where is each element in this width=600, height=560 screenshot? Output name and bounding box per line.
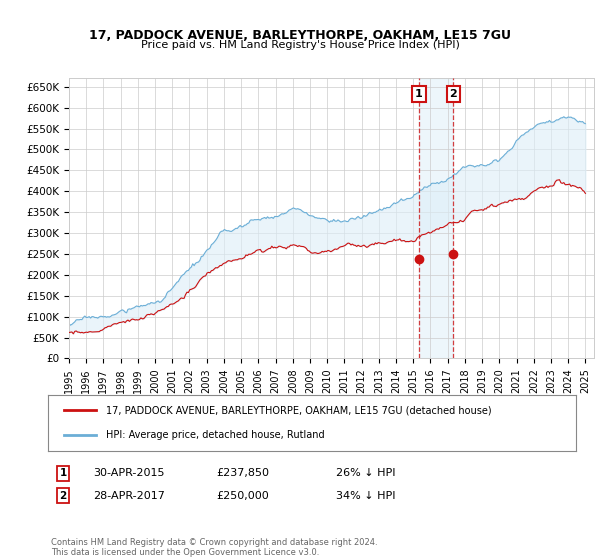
Text: 17, PADDOCK AVENUE, BARLEYTHORPE, OAKHAM, LE15 7GU: 17, PADDOCK AVENUE, BARLEYTHORPE, OAKHAM…	[89, 29, 511, 42]
Text: £250,000: £250,000	[216, 491, 269, 501]
Text: 2: 2	[449, 89, 457, 99]
Text: Contains HM Land Registry data © Crown copyright and database right 2024.
This d: Contains HM Land Registry data © Crown c…	[51, 538, 377, 557]
Text: 1: 1	[59, 468, 67, 478]
Text: 28-APR-2017: 28-APR-2017	[93, 491, 165, 501]
Text: 34% ↓ HPI: 34% ↓ HPI	[336, 491, 395, 501]
Bar	[419, 78, 454, 358]
Text: 2: 2	[59, 491, 67, 501]
Text: HPI: Average price, detached house, Rutland: HPI: Average price, detached house, Rutl…	[106, 430, 325, 440]
Text: 17, PADDOCK AVENUE, BARLEYTHORPE, OAKHAM, LE15 7GU (detached house): 17, PADDOCK AVENUE, BARLEYTHORPE, OAKHAM…	[106, 405, 492, 416]
Text: 26% ↓ HPI: 26% ↓ HPI	[336, 468, 395, 478]
Text: £237,850: £237,850	[216, 468, 269, 478]
Text: Price paid vs. HM Land Registry's House Price Index (HPI): Price paid vs. HM Land Registry's House …	[140, 40, 460, 50]
Text: 30-APR-2015: 30-APR-2015	[93, 468, 164, 478]
Text: 1: 1	[415, 89, 423, 99]
